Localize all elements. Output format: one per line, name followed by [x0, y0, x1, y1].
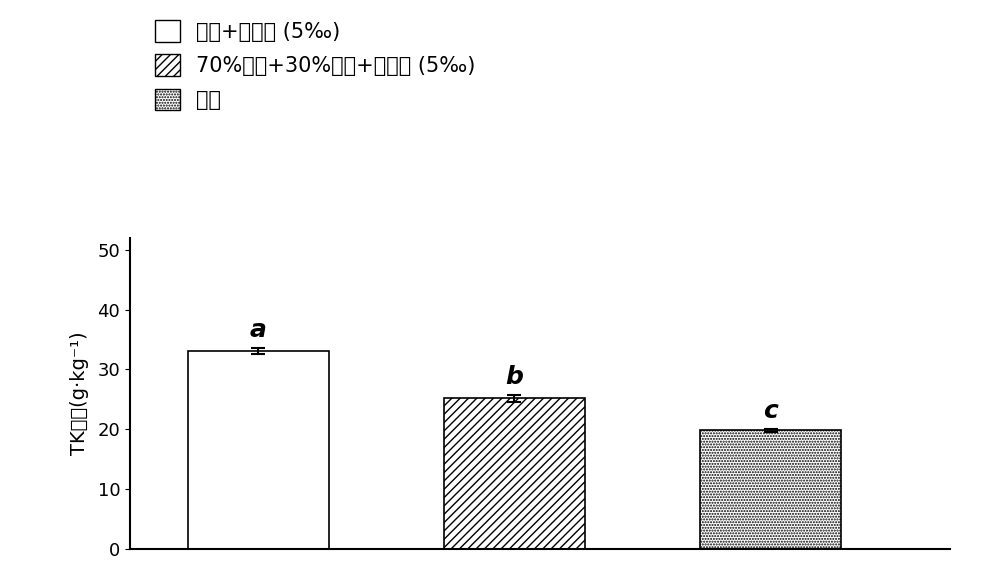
Text: c: c	[763, 398, 778, 423]
Y-axis label: TK含量(g·kg⁻¹): TK含量(g·kg⁻¹)	[70, 332, 89, 455]
Bar	[188, 351, 329, 549]
Text: a: a	[250, 319, 267, 342]
Text: b: b	[505, 365, 523, 389]
Bar	[700, 431, 841, 549]
Bar	[444, 398, 585, 549]
Legend: 葛渣+腐解菌 (5‰), 70%葛渣+30%牛粪+腐解菌 (5‰), 牛粪: 葛渣+腐解菌 (5‰), 70%葛渣+30%牛粪+腐解菌 (5‰), 牛粪	[150, 16, 480, 114]
